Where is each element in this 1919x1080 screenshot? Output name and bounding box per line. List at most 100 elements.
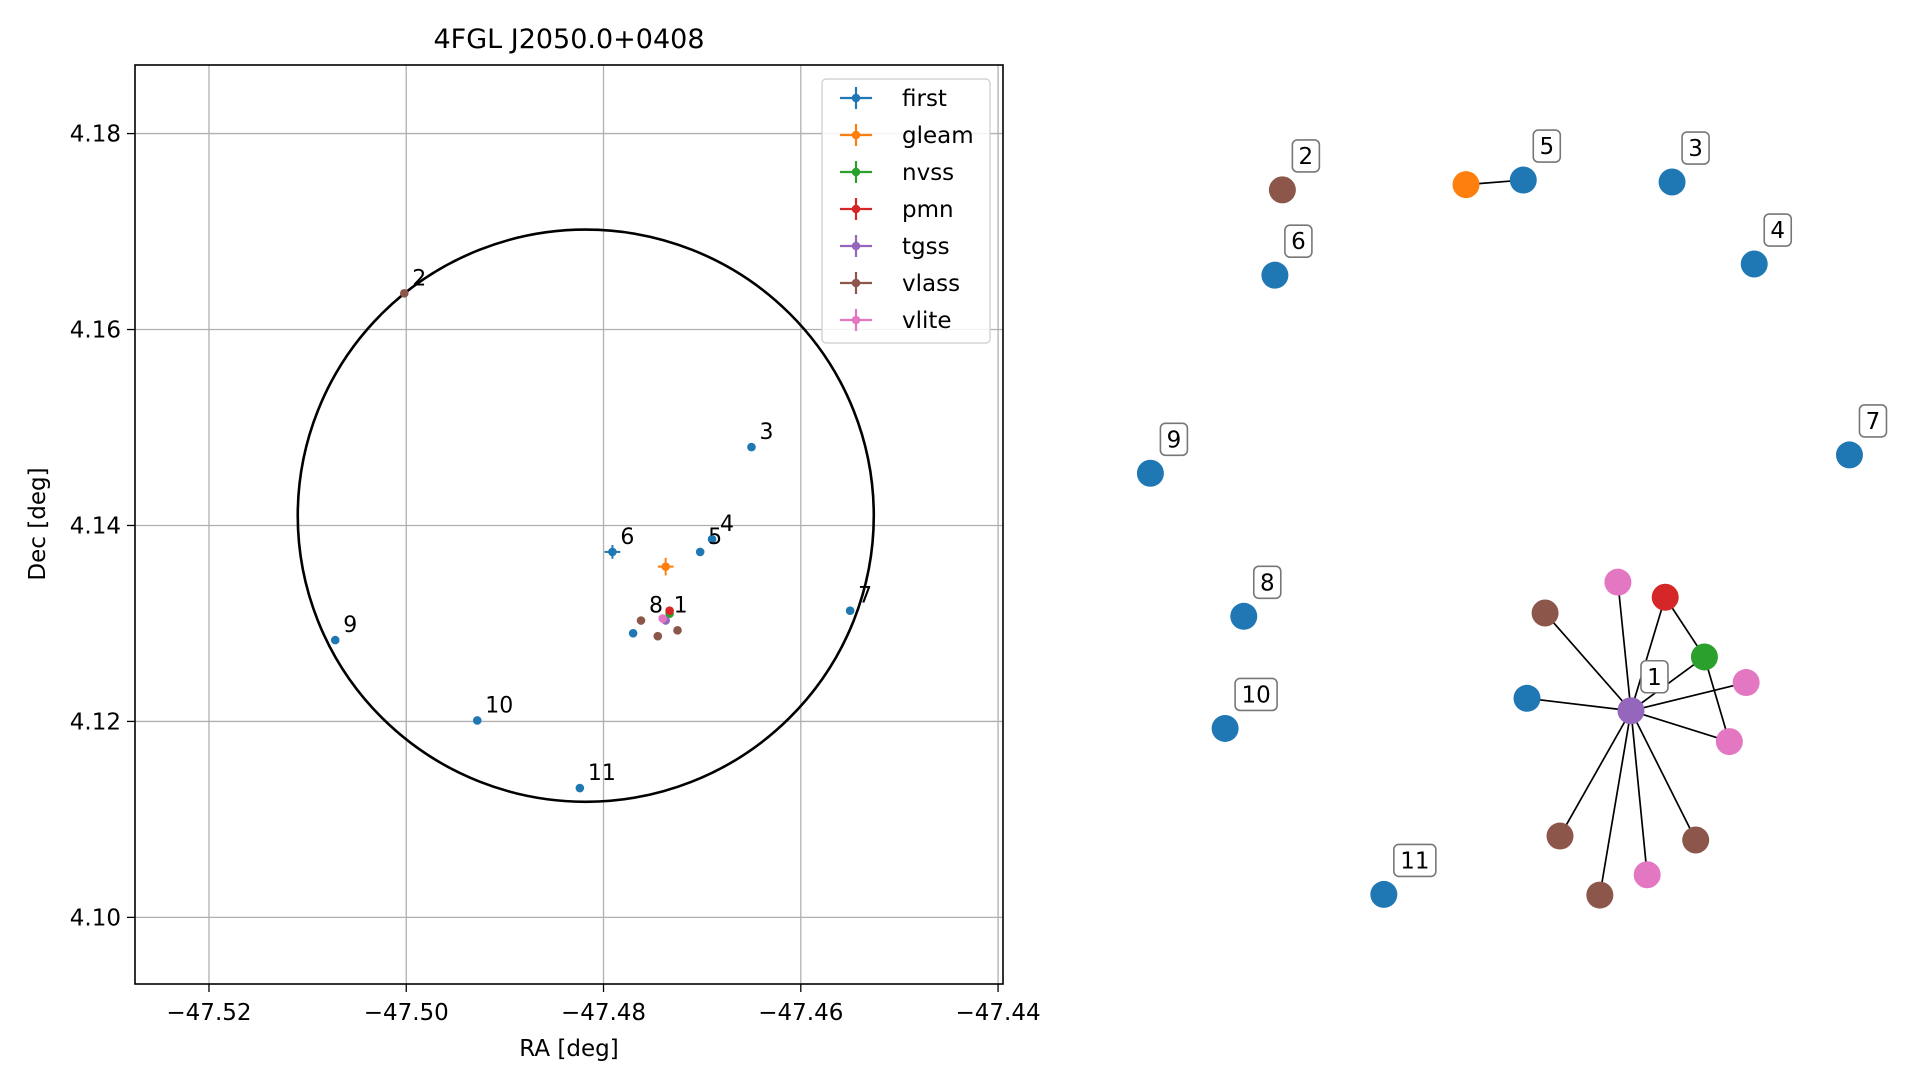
node-label-frame [1532, 129, 1562, 163]
node-label-box: 6 [1284, 224, 1313, 258]
network-node [1835, 441, 1863, 469]
legend-marker-dot [851, 278, 861, 288]
legend: first gleam nvss pmn tgss vlass vlite [821, 78, 991, 344]
network-node [1513, 684, 1541, 712]
data-point-first [747, 442, 756, 452]
legend-marker-dot [851, 204, 861, 214]
point-label: 8 [649, 594, 663, 619]
data-point-gleam [661, 562, 670, 571]
node-label-box: 5 [1532, 129, 1562, 163]
point-label: 6 [620, 525, 634, 550]
legend-entry-first: first [840, 86, 947, 112]
legend-entry-gleam: gleam [840, 123, 974, 149]
error-circle-group [296, 228, 876, 804]
network-edge [1630, 710, 1649, 875]
legend-label: pmn [902, 197, 954, 223]
scatter-points [330, 288, 855, 793]
point-label: 4 [720, 512, 734, 537]
data-point-first [472, 716, 482, 725]
legend-label: first [902, 86, 947, 112]
point-label: 5 [708, 525, 722, 550]
network-node [1546, 822, 1574, 850]
point-label: 9 [343, 613, 357, 638]
node-label: 2 [1299, 144, 1314, 170]
legend-entry-tgss: tgss [840, 234, 950, 260]
point-label: 11 [588, 761, 616, 786]
node-label-frame [1640, 659, 1669, 694]
network-nodes [1136, 166, 1863, 909]
network-edge [1630, 681, 1747, 712]
network-node [1261, 261, 1289, 289]
node-label-box: 1 [1640, 659, 1669, 694]
data-point-vlite [658, 614, 668, 623]
network-node [1268, 176, 1296, 204]
network-node [1690, 643, 1718, 671]
legend-marker-dot [851, 315, 861, 325]
series-pmn [665, 606, 674, 616]
data-point-first [608, 547, 617, 557]
node-label-box: 7 [1858, 404, 1888, 438]
legend-marker-dot [851, 130, 861, 140]
data-point-first [575, 783, 585, 793]
y-axis-label: Dec [deg] [25, 467, 51, 580]
node-label-box: 8 [1252, 565, 1282, 600]
y-tick-label: 4.18 [70, 122, 121, 148]
node-label-box: 10 [1234, 677, 1278, 712]
data-point-vlass [673, 626, 682, 635]
data-point-vlass [653, 631, 663, 641]
network-edges [1465, 179, 1747, 896]
data-point-first [695, 547, 705, 557]
point-label: 7 [858, 584, 872, 609]
node-label: 10 [1241, 682, 1270, 708]
network-edge [1526, 697, 1632, 712]
x-tick-label: −47.48 [561, 1000, 646, 1026]
network-edge [1630, 597, 1667, 711]
node-label: 4 [1770, 218, 1785, 244]
network-edge [1630, 710, 1697, 841]
x-tick-label: −47.46 [758, 1000, 843, 1026]
network-node [1136, 459, 1164, 487]
network-node [1715, 728, 1743, 756]
node-label-frame [1393, 843, 1437, 878]
legend-marker-dot [851, 93, 861, 103]
data-point-vlass [399, 288, 409, 298]
network-edge [1559, 710, 1632, 837]
node-label-frame [1763, 213, 1793, 247]
legend-entry-nvss: nvss [840, 160, 954, 186]
legend-label: gleam [902, 123, 974, 149]
point-label: 2 [412, 266, 426, 291]
series-vlass [399, 288, 682, 641]
data-point-first [330, 635, 340, 645]
network-node [1586, 881, 1614, 909]
error-circle [296, 228, 876, 804]
data-point-first [845, 606, 855, 616]
node-label-frame [1858, 404, 1888, 438]
x-axis-label: RA [deg] [519, 1036, 618, 1062]
network-edge [1599, 710, 1632, 896]
y-axis-ticks: 4.10 4.12 4.14 4.16 4.18 [70, 122, 135, 931]
series-gleam [657, 557, 674, 576]
node-label-frame [1291, 139, 1321, 173]
legend-label: nvss [902, 160, 954, 186]
node-label: 3 [1688, 136, 1703, 162]
node-label-frame [1234, 677, 1278, 712]
network-node [1682, 826, 1710, 854]
point-label: 10 [485, 693, 513, 718]
node-label-frame [1252, 565, 1282, 600]
node-label-box: 11 [1393, 843, 1437, 878]
node-label-frame [1159, 422, 1189, 457]
point-label: 1 [674, 594, 688, 619]
legend-entry-vlite: vlite [840, 308, 952, 334]
legend-marker-dot [851, 167, 861, 177]
node-label-box: 2 [1291, 139, 1321, 173]
data-point-pmn [665, 606, 674, 616]
network-node [1509, 166, 1537, 194]
node-label: 1 [1647, 665, 1662, 691]
data-point-first [707, 534, 717, 544]
node-label-box: 9 [1159, 422, 1189, 457]
